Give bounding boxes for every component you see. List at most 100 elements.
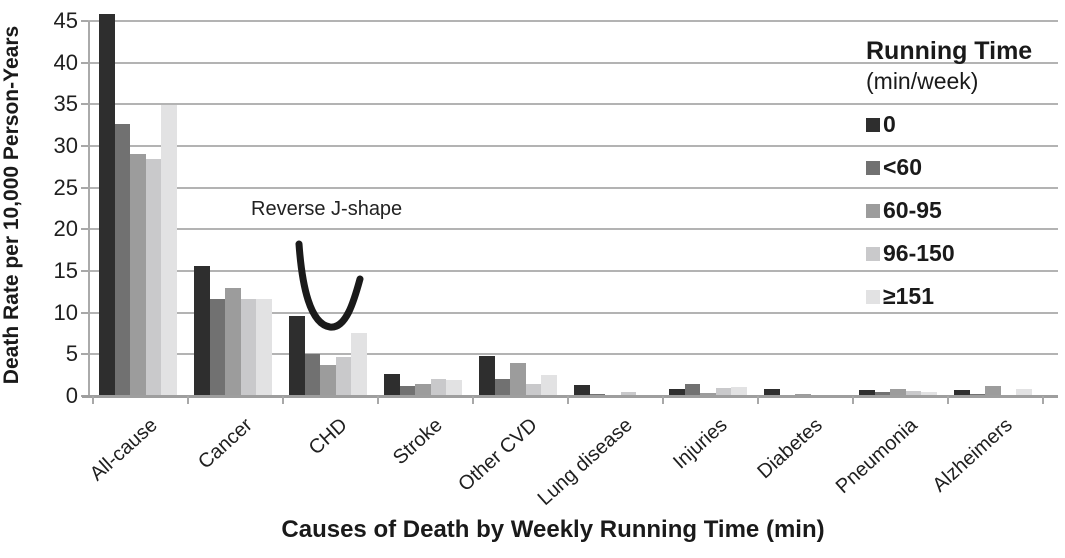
bar-96-150-Other CVD <box>525 384 541 396</box>
x-tick <box>947 396 949 404</box>
bar-60-95-Cancer <box>225 287 241 396</box>
legend-subtitle: (min/week) <box>866 68 979 94</box>
gridline <box>88 186 1058 189</box>
legend-entry: ≥151 <box>866 275 1032 318</box>
y-tick-label: 45 <box>53 8 78 33</box>
bar-<60-Other CVD <box>494 379 510 396</box>
bar-60-95-All-cause <box>130 154 146 396</box>
gridline <box>88 228 1058 231</box>
y-tick-label: 20 <box>53 216 78 242</box>
gridline <box>88 103 1058 106</box>
bar-60-95-Other CVD <box>510 362 526 396</box>
y-tick-label: 35 <box>53 91 78 117</box>
bar-0-Pneumonia <box>859 390 875 396</box>
bar-96-150-Stroke <box>430 378 446 396</box>
y-tick <box>81 145 88 147</box>
y-tick-label: 25 <box>53 174 78 200</box>
y-tick-label: 10 <box>53 299 78 325</box>
x-axis-line <box>82 395 1058 398</box>
gridline <box>88 353 1058 356</box>
legend-swatch-icon <box>866 289 880 304</box>
legend-label: 0 <box>883 111 896 137</box>
bar-≥151-Stroke <box>446 380 462 396</box>
bar-≥151-CHD <box>351 332 367 396</box>
bar-96-150-Injuries <box>715 387 731 396</box>
reverse-j-curve-icon <box>295 240 364 331</box>
x-axis-title: Causes of Death by Weekly Running Time (… <box>281 516 825 543</box>
x-tick <box>187 396 189 404</box>
bar-96-150-All-cause <box>145 159 161 396</box>
gridline <box>88 270 1058 272</box>
legend: Running Time (min/week) 0 <60 60-95 96-150 ≥… <box>866 36 1032 318</box>
gridline <box>88 311 1058 314</box>
bar-0-All-cause <box>99 14 115 396</box>
y-tick <box>81 61 88 64</box>
x-tick <box>92 396 94 404</box>
y-tick-label: 0 <box>65 383 78 408</box>
legend-entry: 0 <box>866 103 1032 146</box>
bar-≥151-Alzheimers <box>1016 388 1032 396</box>
x-tick <box>662 396 664 404</box>
legend-swatch-icon <box>866 203 880 218</box>
bar-≥151-Injuries <box>731 386 747 396</box>
y-tick-label: 30 <box>53 133 78 158</box>
y-tick <box>81 270 88 272</box>
y-axis-line <box>88 21 90 396</box>
legend-swatch-icon <box>866 160 880 175</box>
legend-label: 60-95 <box>883 197 942 223</box>
bar-96-150-CHD <box>335 356 351 396</box>
bar-60-95-Stroke <box>415 383 431 396</box>
annotation-text: Reverse J-shape <box>251 198 403 220</box>
bar-<60-Alzheimers <box>969 393 985 396</box>
y-tick <box>81 20 88 22</box>
y-tick <box>81 353 88 356</box>
bar-0-Other CVD <box>479 356 495 396</box>
x-tick <box>282 396 284 404</box>
bar-<60-CHD <box>304 354 320 396</box>
bar-96-150-Cancer <box>240 298 256 396</box>
bar-0-Alzheimers <box>954 390 970 396</box>
bar-<60-Cancer <box>209 298 225 396</box>
bar-0-Stroke <box>384 374 400 396</box>
x-tick <box>472 396 474 404</box>
legend-label: 96-150 <box>883 240 955 266</box>
bar-≥151-All-cause <box>161 105 177 396</box>
bar-96-150-Pneumonia <box>905 391 921 396</box>
legend-entry: <60 <box>866 146 1032 189</box>
y-tick <box>81 228 88 231</box>
bar-0-Cancer <box>194 266 210 396</box>
y-tick-label: 5 <box>65 341 78 367</box>
bar-60-95-Diabetes <box>795 393 811 396</box>
bar-60-95-Pneumonia <box>890 389 906 396</box>
y-tick-label: 15 <box>53 258 78 283</box>
y-tick <box>81 311 88 314</box>
x-tick <box>852 396 854 404</box>
bar-60-95-CHD <box>320 365 336 396</box>
bar-0-Injuries <box>669 389 685 396</box>
y-tick <box>81 186 88 189</box>
x-tick <box>757 396 759 404</box>
x-tick <box>377 396 379 404</box>
y-tick-label: 40 <box>53 49 78 75</box>
bar-0-Lung disease <box>574 385 590 396</box>
x-tick <box>1042 396 1044 404</box>
legend-swatch-icon <box>866 117 880 132</box>
bar-60-95-Alzheimers <box>985 386 1001 396</box>
y-axis-title: Death Rate per 10,000 Person-Years <box>0 25 23 385</box>
bar-<60-Injuries <box>684 383 700 396</box>
gridline <box>88 145 1058 147</box>
bar-≥151-Other CVD <box>541 375 557 396</box>
bar-≥151-Pneumonia <box>921 391 937 396</box>
bar-<60-All-cause <box>114 124 130 396</box>
x-tick <box>567 396 569 404</box>
legend-swatch-icon <box>866 246 880 261</box>
legend-entry: 60-95 <box>866 189 1032 232</box>
y-tick <box>81 103 88 106</box>
bar-60-95-Injuries <box>700 392 716 396</box>
bar-<60-Pneumonia <box>874 391 890 396</box>
bar-96-150-Lung disease <box>620 391 636 396</box>
bar-≥151-Cancer <box>256 298 272 396</box>
legend-entry: 96-150 <box>866 232 1032 275</box>
